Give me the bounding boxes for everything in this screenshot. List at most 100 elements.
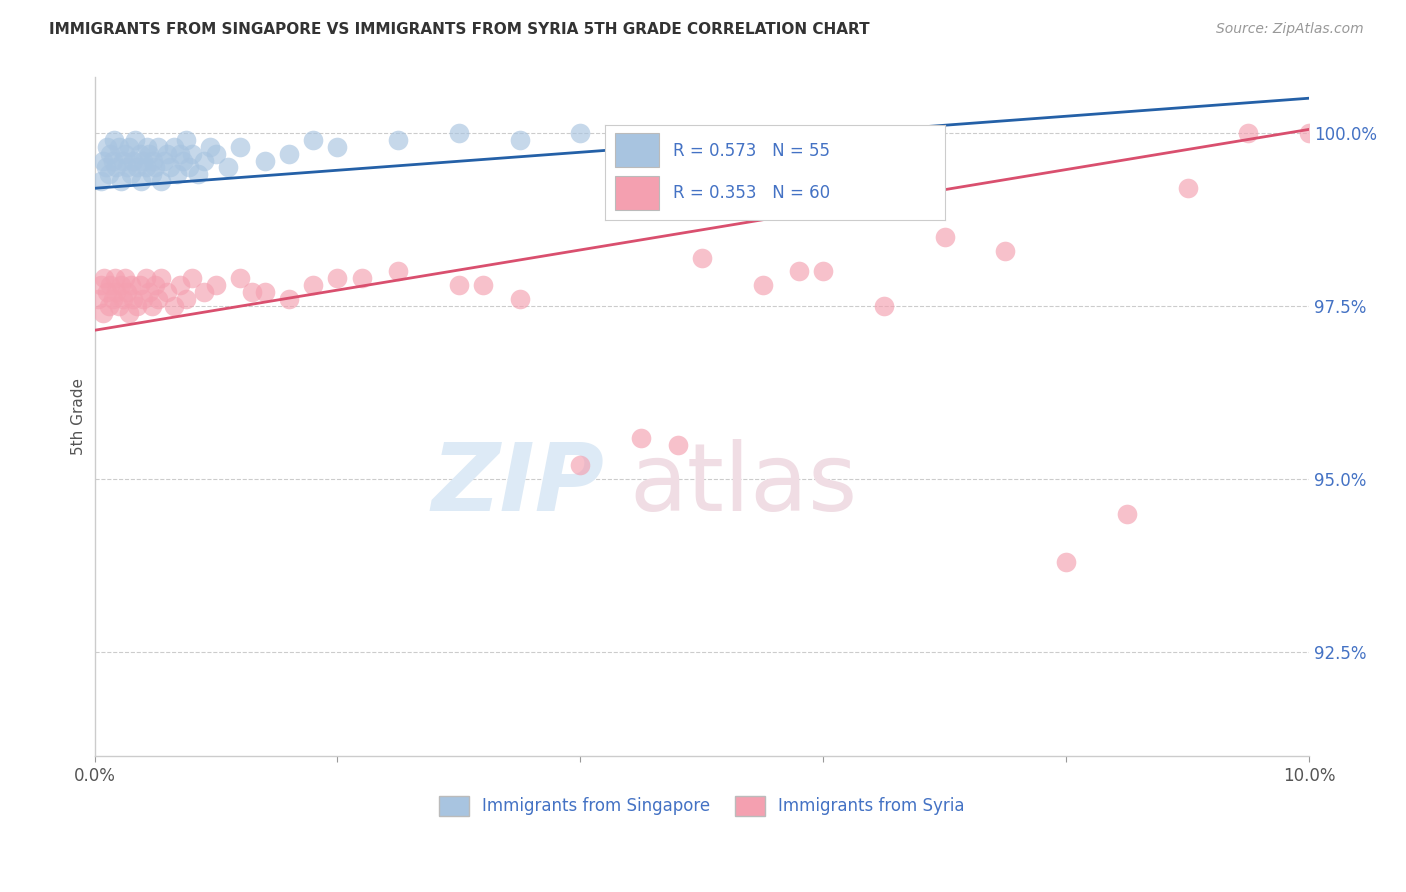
Point: [135, 271, 157, 285]
Point: [179, 161, 201, 175]
Point: [101, 292, 124, 306]
Point: [1237, 126, 1260, 140]
Point: [509, 133, 531, 147]
Point: [103, 133, 125, 147]
Point: [174, 133, 197, 147]
Point: [787, 264, 810, 278]
Point: [156, 285, 179, 300]
Point: [105, 161, 128, 175]
Point: [166, 168, 188, 182]
Point: [174, 292, 197, 306]
Point: [630, 133, 652, 147]
Point: [153, 153, 176, 168]
Point: [180, 146, 202, 161]
Point: [132, 153, 155, 168]
Point: [96, 285, 118, 300]
Point: [387, 264, 409, 278]
Y-axis label: 5th Grade: 5th Grade: [72, 378, 86, 455]
Point: [101, 153, 124, 168]
Point: [96, 139, 118, 153]
Point: [630, 431, 652, 445]
Point: [111, 292, 134, 306]
Point: [159, 161, 181, 175]
Point: [117, 161, 139, 175]
Text: ZIP: ZIP: [432, 439, 605, 531]
Point: [198, 139, 221, 153]
Point: [187, 168, 209, 182]
Point: [447, 278, 470, 293]
Point: [253, 153, 276, 168]
Point: [169, 278, 191, 293]
Point: [87, 292, 110, 306]
Point: [135, 139, 157, 153]
Point: [120, 278, 142, 293]
Point: [934, 229, 956, 244]
Point: [387, 133, 409, 147]
Point: [108, 139, 131, 153]
Point: [813, 264, 835, 278]
Point: [125, 161, 148, 175]
Point: [110, 174, 132, 188]
Point: [146, 139, 169, 153]
Point: [162, 139, 184, 153]
Point: [98, 278, 121, 293]
Point: [302, 278, 325, 293]
Point: [141, 299, 163, 313]
Point: [129, 174, 152, 188]
Point: [326, 139, 349, 153]
Point: [229, 139, 252, 153]
Point: [666, 437, 689, 451]
Point: [143, 278, 166, 293]
Point: [91, 306, 114, 320]
Point: [93, 271, 115, 285]
Point: [350, 271, 373, 285]
Point: [150, 174, 173, 188]
Text: IMMIGRANTS FROM SINGAPORE VS IMMIGRANTS FROM SYRIA 5TH GRADE CORRELATION CHART: IMMIGRANTS FROM SINGAPORE VS IMMIGRANTS …: [49, 22, 870, 37]
Point: [135, 161, 157, 175]
Point: [124, 133, 146, 147]
Point: [193, 285, 215, 300]
Point: [205, 278, 228, 293]
Point: [1054, 555, 1077, 569]
Point: [172, 153, 194, 168]
Point: [150, 271, 173, 285]
Point: [91, 153, 114, 168]
Point: [110, 278, 132, 293]
Point: [94, 161, 117, 175]
Point: [277, 146, 299, 161]
Text: Source: ZipAtlas.com: Source: ZipAtlas.com: [1216, 22, 1364, 37]
Point: [180, 271, 202, 285]
Point: [122, 153, 145, 168]
Point: [169, 146, 191, 161]
Point: [1115, 507, 1137, 521]
Point: [205, 146, 228, 161]
Point: [569, 458, 592, 473]
Point: [128, 146, 150, 161]
Point: [128, 278, 150, 293]
Point: [472, 278, 495, 293]
Point: [162, 299, 184, 313]
Point: [90, 174, 112, 188]
Point: [277, 292, 299, 306]
Point: [142, 153, 165, 168]
Text: atlas: atlas: [628, 439, 858, 531]
Point: [90, 278, 112, 293]
Point: [117, 306, 139, 320]
Point: [98, 146, 121, 161]
Point: [105, 285, 128, 300]
Point: [108, 299, 131, 313]
Point: [120, 168, 142, 182]
Point: [690, 251, 713, 265]
Point: [143, 161, 166, 175]
Point: [114, 271, 136, 285]
Point: [217, 161, 239, 175]
Point: [141, 168, 163, 182]
Point: [1298, 126, 1320, 140]
Point: [117, 285, 139, 300]
Point: [104, 271, 127, 285]
Point: [98, 299, 121, 313]
Point: [132, 292, 155, 306]
Point: [873, 299, 896, 313]
Legend: Immigrants from Singapore, Immigrants from Syria: Immigrants from Singapore, Immigrants fr…: [432, 789, 972, 822]
Point: [1177, 181, 1199, 195]
